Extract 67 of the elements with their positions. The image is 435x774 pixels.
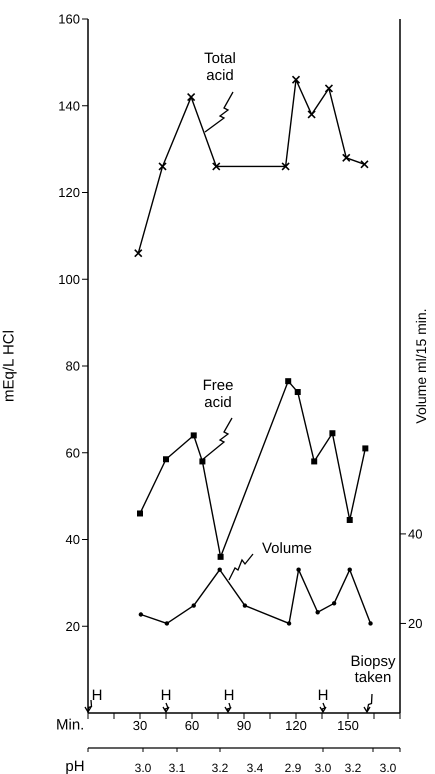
point xyxy=(311,458,318,464)
point xyxy=(294,389,301,396)
x-tick-label: 150 xyxy=(337,718,359,734)
point xyxy=(324,84,334,93)
point xyxy=(242,603,248,608)
point xyxy=(348,568,352,572)
point xyxy=(315,610,320,614)
series-label: Volume xyxy=(260,540,314,557)
point xyxy=(342,154,351,162)
y2-tick-label: 40 xyxy=(408,526,422,542)
point xyxy=(186,92,196,102)
point xyxy=(307,110,316,119)
y-tick-label: 140 xyxy=(58,98,80,114)
x-tick-label: 120 xyxy=(285,718,307,734)
point xyxy=(218,568,222,572)
y2-axis-title: Volume ml/15 min. xyxy=(412,308,429,424)
y-tick-label: 100 xyxy=(58,272,80,287)
y-axis-title: mEq/L HCl xyxy=(0,330,18,402)
point xyxy=(292,75,300,84)
x-tick-label: 30 xyxy=(132,718,148,734)
annotation: H xyxy=(160,687,172,704)
annotation: Biopsy taken xyxy=(349,653,397,686)
text: 3.2 xyxy=(344,760,362,774)
point xyxy=(218,554,224,560)
annotation: H xyxy=(222,687,236,704)
point xyxy=(163,456,169,462)
point xyxy=(164,621,170,626)
series-label: Free acid xyxy=(202,377,234,411)
text: 3.0 xyxy=(134,760,152,774)
point xyxy=(360,160,369,169)
point xyxy=(362,445,368,452)
point xyxy=(137,510,143,516)
text: 3.0 xyxy=(378,760,398,774)
text: 3.1 xyxy=(168,760,186,774)
x-tick-label: 90 xyxy=(236,718,252,734)
y-tick-label: 160 xyxy=(58,12,80,27)
annotation: H xyxy=(316,687,330,704)
x-tick-label: 60 xyxy=(184,718,200,734)
point xyxy=(199,458,206,464)
point xyxy=(281,162,290,171)
point xyxy=(212,162,221,171)
point xyxy=(296,568,301,572)
point xyxy=(285,378,292,384)
y-tick-label: 120 xyxy=(58,185,80,200)
point xyxy=(158,162,167,171)
point xyxy=(138,612,144,617)
text: 3.4 xyxy=(246,760,264,774)
point xyxy=(190,432,197,438)
y-tick-label: 40 xyxy=(66,532,80,548)
series-label: Total acid xyxy=(203,50,237,84)
y2-tick-label: 20 xyxy=(408,616,422,632)
point xyxy=(192,603,196,608)
y-tick-label: 60 xyxy=(66,445,80,460)
point xyxy=(346,516,353,523)
x-axis-title: Min. xyxy=(56,716,84,734)
point xyxy=(329,430,336,436)
text: pH xyxy=(64,758,86,774)
y-tick-label: 20 xyxy=(66,618,80,634)
point xyxy=(286,621,292,626)
y-tick-label: 80 xyxy=(66,358,80,374)
text: 2.9 xyxy=(284,760,302,774)
point xyxy=(332,601,336,606)
point xyxy=(368,621,373,626)
annotation: H xyxy=(90,687,104,704)
text: 3.2 xyxy=(210,760,230,774)
point xyxy=(134,248,143,258)
text: 3.0 xyxy=(314,760,332,774)
